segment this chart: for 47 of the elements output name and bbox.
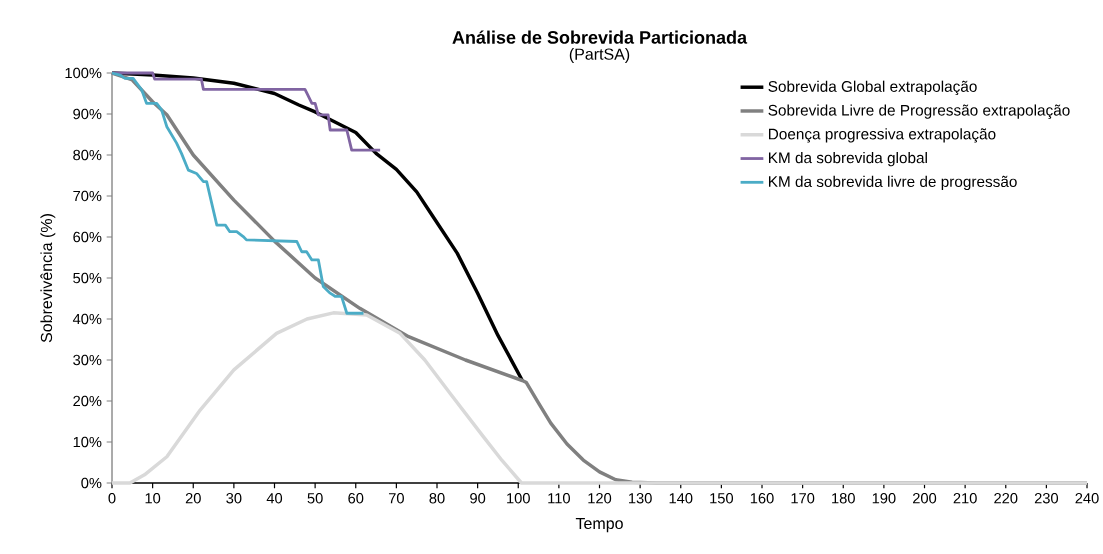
legend-label: Doença progressiva extrapolação: [769, 128, 996, 143]
x-tick-label: 110: [548, 493, 570, 504]
line-series: [110, 71, 365, 315]
line-series: [110, 311, 1089, 485]
y-tick-label: 80%: [73, 149, 102, 161]
x-tick-label: 30: [226, 493, 242, 504]
x-tick-label: 190: [872, 493, 896, 504]
chart-subtitle: (PartSA): [569, 48, 630, 63]
x-tick-label: 140: [669, 493, 693, 504]
x-tick-label: 200: [913, 493, 937, 504]
y-axis-title: Sobrevivência (%): [40, 214, 56, 343]
x-tick-label: 70: [388, 493, 404, 504]
x-tick-label: 20: [185, 493, 201, 504]
x-tick-label: 40: [266, 493, 283, 504]
chart-title: Análise de Sobrevida Particionada: [452, 30, 748, 44]
y-tick-label: 20%: [73, 395, 102, 407]
x-tick-label: 210: [953, 493, 977, 504]
y-tick-label: 100%: [65, 67, 102, 79]
x-tick-label: 120: [588, 493, 612, 504]
y-tick-label: 90%: [73, 108, 102, 120]
x-tick-label: 220: [994, 493, 1018, 504]
x-tick-label: 170: [791, 493, 815, 504]
y-tick-label: 70%: [73, 190, 102, 202]
legend-label: KM da sobrevida livre de progressão: [769, 175, 1017, 191]
x-axis-title: Tempo: [575, 517, 623, 533]
y-tick-label: 0%: [81, 477, 102, 489]
y-tick-label: 30%: [73, 354, 102, 366]
x-tick-label: 90: [470, 493, 486, 504]
x-tick-label: 240: [1075, 493, 1099, 504]
x-tick-label: 230: [1034, 493, 1059, 504]
x-tick-label: 150: [710, 493, 734, 504]
y-tick-label: 40%: [72, 313, 102, 325]
x-tick-label: 130: [629, 493, 652, 504]
x-tick-label: 180: [832, 493, 855, 504]
y-tick-label: 10%: [73, 436, 102, 448]
x-tick-label: 50: [307, 493, 323, 504]
x-tick-label: 80: [429, 493, 445, 504]
x-tick-label: 60: [348, 493, 364, 504]
legend-label: Sobrevida Livre de Progressão extrapolação: [768, 104, 1070, 119]
x-tick-label: 160: [750, 493, 774, 504]
x-tick-label: 10: [145, 493, 161, 504]
legend-label: Sobrevida Global extrapolação: [768, 80, 977, 95]
y-tick-label: 50%: [73, 272, 102, 284]
y-tick-label: 60%: [73, 231, 102, 243]
x-tick-label: 100: [507, 493, 530, 504]
legend-label: KM da sobrevida global: [769, 151, 927, 167]
x-tick-label: 0: [108, 493, 116, 504]
